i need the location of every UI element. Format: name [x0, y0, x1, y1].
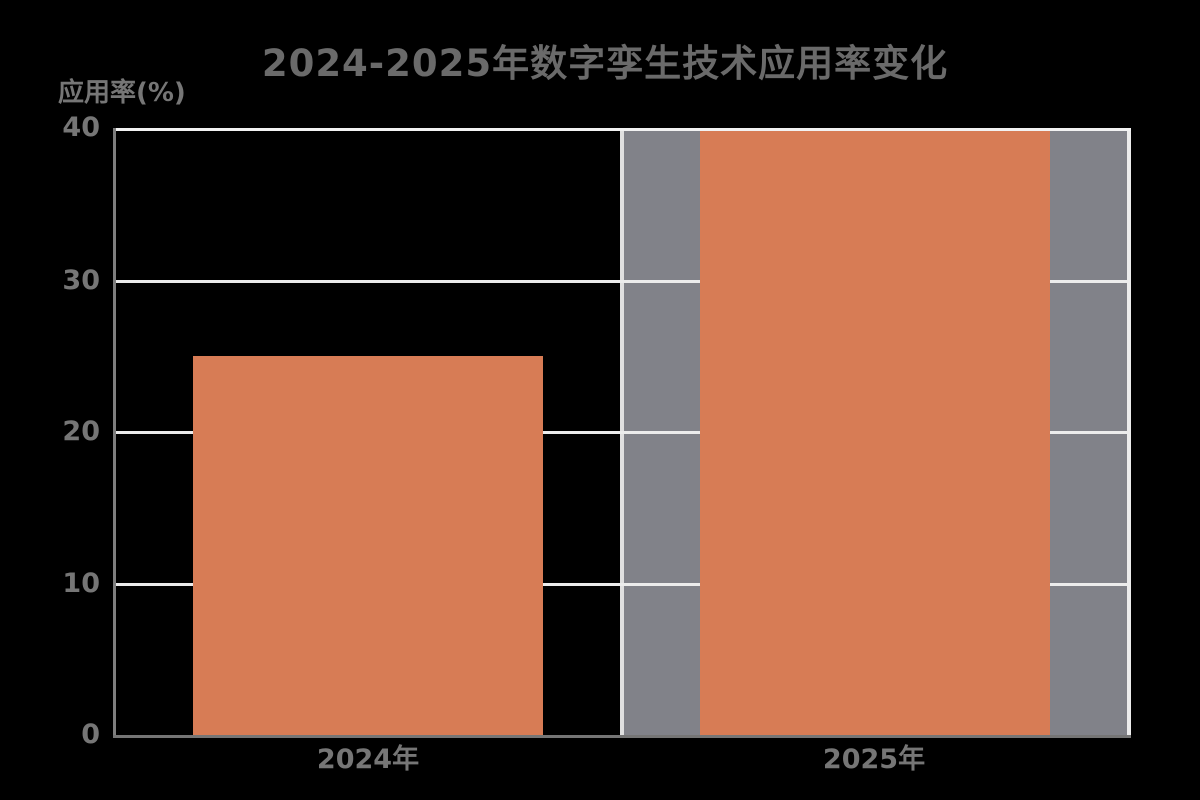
bar-2025	[700, 128, 1050, 735]
y-axis-spine	[113, 128, 116, 738]
chart-title: 2024-2025年数字孪生技术应用率变化	[261, 42, 949, 85]
gridline-30	[115, 280, 1131, 283]
y-tick-0: 0	[81, 719, 100, 750]
x-tick-2025: 2025年	[822, 744, 926, 775]
y-axis-title: 应用率(%)	[58, 78, 186, 108]
y-tick-10: 10	[62, 568, 100, 599]
bar-2024	[193, 355, 543, 735]
y-tick-30: 30	[62, 265, 100, 296]
plot-area	[115, 128, 1130, 735]
y-tick-20: 20	[62, 416, 100, 447]
x-axis-spine	[113, 735, 1131, 738]
y-tick-40: 40	[62, 112, 100, 143]
x-tick-2024: 2024年	[316, 744, 420, 775]
gridline-40	[115, 128, 1131, 131]
gridline-20	[115, 431, 1131, 434]
gridline-10	[115, 583, 1131, 586]
